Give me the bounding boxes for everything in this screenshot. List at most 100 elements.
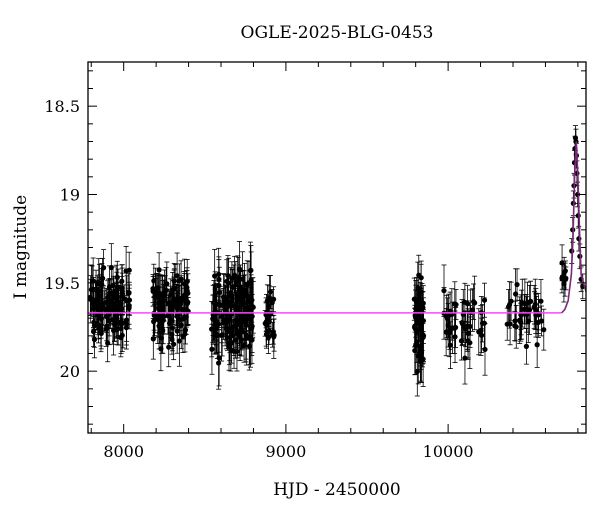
data-point [160,297,167,303]
data-point [222,306,228,312]
data-point [99,275,106,281]
data-point [111,290,117,296]
data-point [235,278,241,284]
data-point [234,348,240,355]
data-point [108,264,114,271]
data-point [237,291,243,297]
data-point [263,331,270,337]
data-point [166,320,173,326]
data-point [213,330,219,337]
data-point [232,302,238,308]
data-point [92,297,99,303]
data-point [415,285,421,291]
data-point [124,297,130,304]
data-point [169,307,175,314]
data-point [465,330,471,337]
model-curves-layer [88,141,586,314]
data-point [113,320,119,326]
data-point [249,323,255,329]
data-point [216,271,222,277]
data-point [169,336,175,342]
data-point [228,328,234,334]
peak-model-curve [561,141,586,314]
data-point [171,295,177,302]
data-point [538,298,544,304]
data-point [412,323,418,329]
data-point [106,284,113,290]
data-point [441,288,447,294]
data-point [229,275,235,281]
data-point [237,284,244,290]
data-point [418,275,424,281]
data-point [541,327,547,333]
data-point [108,307,114,313]
data-point [102,300,108,306]
data-point [229,298,235,304]
data-point [271,334,277,340]
data-point [420,331,426,338]
data-point [216,360,222,366]
data-point [418,289,424,295]
x-tick-label: 9000 [266,442,307,461]
data-point [241,342,247,348]
data-point [224,318,230,324]
data-point [239,329,245,335]
data-point [95,323,102,329]
data-point [115,284,121,290]
data-point [212,306,218,312]
data-point [248,277,254,283]
data-point [216,355,222,361]
data-point [212,273,218,279]
data-point [88,294,93,300]
data-point [224,301,230,307]
data-point [575,213,581,219]
data-point [533,312,539,318]
data-point [126,302,132,309]
data-point [236,266,243,272]
data-point [562,268,568,274]
data-point [157,313,163,319]
data-point [521,306,527,312]
data-point [180,306,186,313]
data-point [97,293,103,299]
data-point [534,342,540,348]
data-point [158,346,164,352]
data-point [247,267,253,274]
data-point [453,302,459,308]
data-point [525,318,531,324]
data-point [270,296,277,302]
data-point [512,318,518,324]
data-point [229,340,235,346]
data-point [123,268,129,274]
data-point [164,281,170,287]
y-tick-label: 18.5 [44,97,80,116]
data-point [174,304,180,311]
data-point [159,304,165,311]
data-point [112,305,118,311]
data-point [123,325,129,331]
data-points-layer [88,135,586,375]
data-point [101,265,107,271]
data-point [418,354,424,361]
y-axis-label: I magnitude [11,195,31,299]
data-point [89,287,95,293]
data-point [178,276,184,282]
data-point [478,327,484,334]
data-point [230,332,236,339]
data-point [505,304,512,310]
data-point [420,300,426,306]
data-point [110,295,117,301]
data-point [216,282,222,289]
data-point [209,346,215,352]
data-point [249,337,255,343]
data-point [172,285,178,292]
data-point [106,318,112,324]
data-point [262,320,268,326]
data-point [211,314,217,321]
data-point [119,288,125,294]
data-point [119,293,125,299]
data-point [413,298,420,304]
y-tick-label: 19 [60,186,80,205]
data-point [238,298,244,304]
